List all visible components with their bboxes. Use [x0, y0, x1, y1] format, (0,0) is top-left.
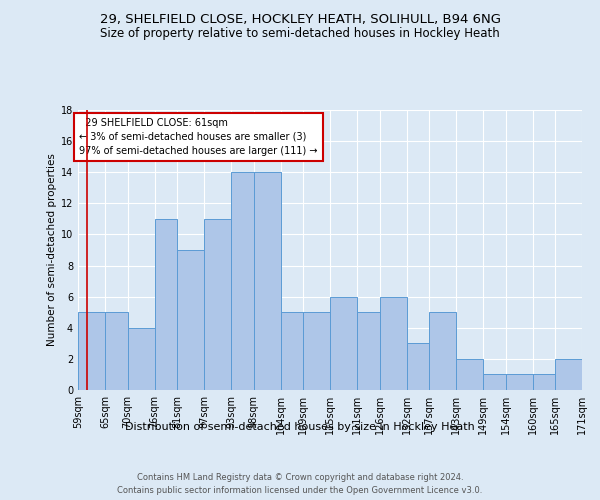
Bar [204, 219, 231, 390]
Bar [128, 328, 155, 390]
Bar [281, 312, 303, 390]
Bar [483, 374, 505, 390]
Bar [105, 312, 128, 390]
Bar [407, 344, 429, 390]
Bar [330, 296, 357, 390]
Bar [177, 250, 204, 390]
Bar [533, 374, 555, 390]
Text: Size of property relative to semi-detached houses in Hockley Heath: Size of property relative to semi-detach… [100, 28, 500, 40]
Bar [505, 374, 533, 390]
Text: Distribution of semi-detached houses by size in Hockley Heath: Distribution of semi-detached houses by … [125, 422, 475, 432]
Bar [555, 359, 582, 390]
Bar [380, 296, 407, 390]
Bar [456, 359, 483, 390]
Text: Contains public sector information licensed under the Open Government Licence v3: Contains public sector information licen… [118, 486, 482, 495]
Text: 29, SHELFIELD CLOSE, HOCKLEY HEATH, SOLIHULL, B94 6NG: 29, SHELFIELD CLOSE, HOCKLEY HEATH, SOLI… [100, 12, 500, 26]
Text: Contains HM Land Registry data © Crown copyright and database right 2024.: Contains HM Land Registry data © Crown c… [137, 472, 463, 482]
Bar [357, 312, 380, 390]
Bar [254, 172, 281, 390]
Bar [231, 172, 254, 390]
Bar [303, 312, 330, 390]
Bar [78, 312, 105, 390]
Y-axis label: Number of semi-detached properties: Number of semi-detached properties [47, 154, 56, 346]
Text: 29 SHELFIELD CLOSE: 61sqm
← 3% of semi-detached houses are smaller (3)
97% of se: 29 SHELFIELD CLOSE: 61sqm ← 3% of semi-d… [79, 118, 318, 156]
Bar [155, 219, 177, 390]
Bar [429, 312, 456, 390]
